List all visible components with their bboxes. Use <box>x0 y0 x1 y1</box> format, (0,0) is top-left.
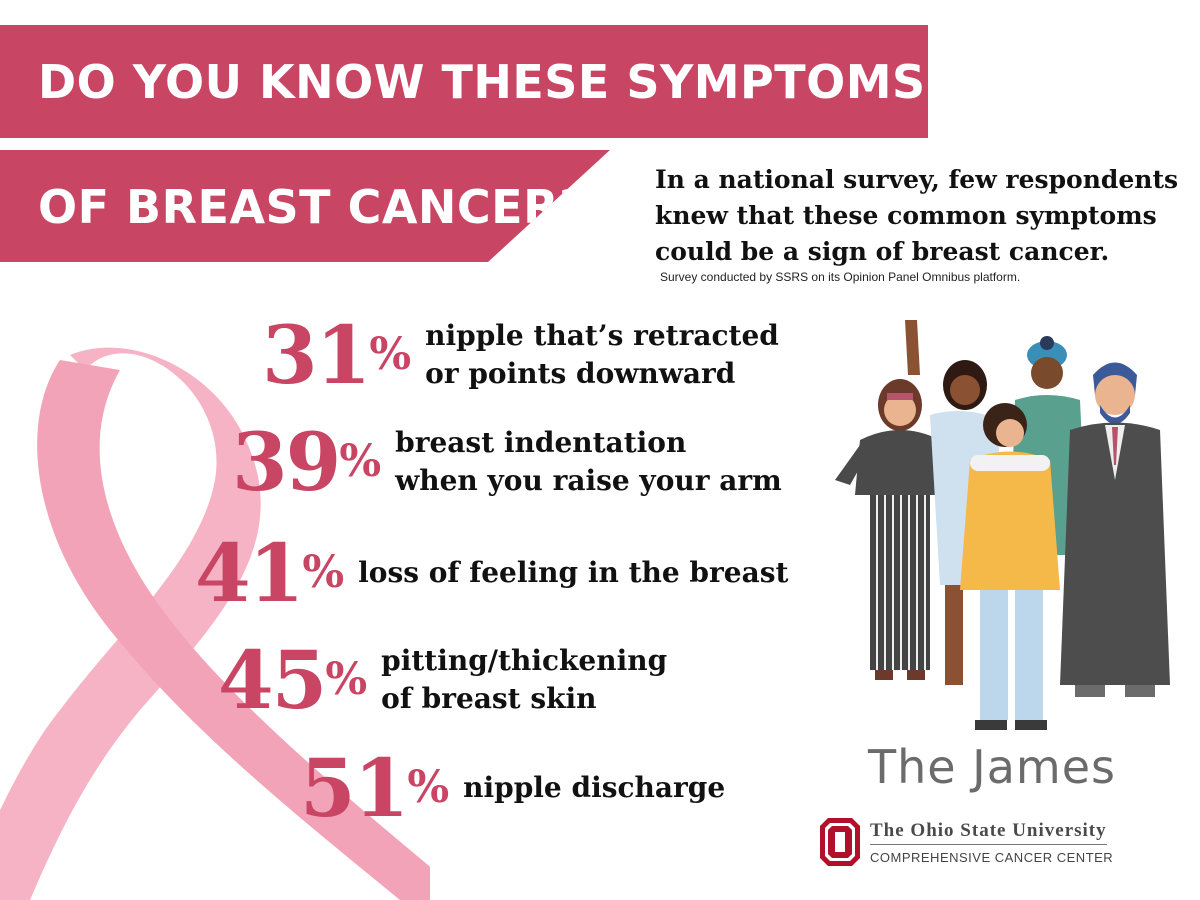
stat-row-5: 51 % nipple discharge <box>300 748 725 828</box>
university-name: The Ohio State University <box>870 820 1107 845</box>
brand-name: The James <box>868 740 1117 794</box>
person-woman-striped-pants <box>835 379 965 680</box>
intro-text: In a national survey, few respondents kn… <box>655 165 1179 266</box>
stat-5-percent: % <box>407 762 450 813</box>
stat-4-percent: % <box>325 654 368 705</box>
stat-2-percent: % <box>339 436 382 487</box>
stat-3-percent: % <box>302 547 345 598</box>
header-banner-top: DO YOU KNOW THESE SYMPTOMS <box>0 25 928 138</box>
person-man-suit <box>1060 362 1170 697</box>
stat-4-desc: pitting/thickening of breast skin <box>381 642 667 718</box>
person-boy-yellow-jacket <box>960 403 1060 730</box>
header-banner-bottom: OF BREAST CANCER? <box>0 150 610 262</box>
stat-3-desc: loss of feeling in the breast <box>358 556 789 589</box>
stat-2-desc: breast indentation when you raise your a… <box>395 424 782 500</box>
header-title-line1: DO YOU KNOW THESE SYMPTOMS <box>38 55 926 109</box>
pink-ribbon-icon <box>0 347 430 900</box>
survey-source: Survey conducted by SSRS on its Opinion … <box>660 270 1021 284</box>
stat-2-line1: breast indentation <box>395 426 687 459</box>
header-title-line2: OF BREAST CANCER? <box>38 180 587 234</box>
stat-2-line2: when you raise your arm <box>395 464 782 497</box>
stat-1-line1: nipple that’s retracted <box>425 319 779 352</box>
ohio-state-block-o-logo <box>820 818 860 866</box>
stat-5-desc: nipple discharge <box>463 771 726 804</box>
stat-4-line2: of breast skin <box>381 682 597 715</box>
stat-1-desc: nipple that’s retracted or points downwa… <box>425 317 779 393</box>
stat-3-value: 41 <box>195 526 304 620</box>
stat-4-line1: pitting/thickening <box>381 644 668 677</box>
stat-1-line2: or points downward <box>425 357 736 390</box>
stat-1-percent: % <box>369 329 412 380</box>
stat-2-value: 39 <box>232 415 341 509</box>
stat-row-4: 45 % pitting/thickening of breast skin <box>218 640 667 720</box>
stat-row-3: 41 % loss of feeling in the breast <box>195 533 788 613</box>
stat-row-2: 39 % breast indentation when you raise y… <box>232 422 782 502</box>
stat-4-value: 45 <box>218 633 327 727</box>
stat-row-1: 31 % nipple that’s retracted or points d… <box>262 315 779 395</box>
stat-5-value: 51 <box>300 741 409 835</box>
people-group-illustration <box>835 320 1170 730</box>
stat-1-value: 31 <box>262 308 371 402</box>
cancer-center-name: COMPREHENSIVE CANCER CENTER <box>870 850 1114 865</box>
